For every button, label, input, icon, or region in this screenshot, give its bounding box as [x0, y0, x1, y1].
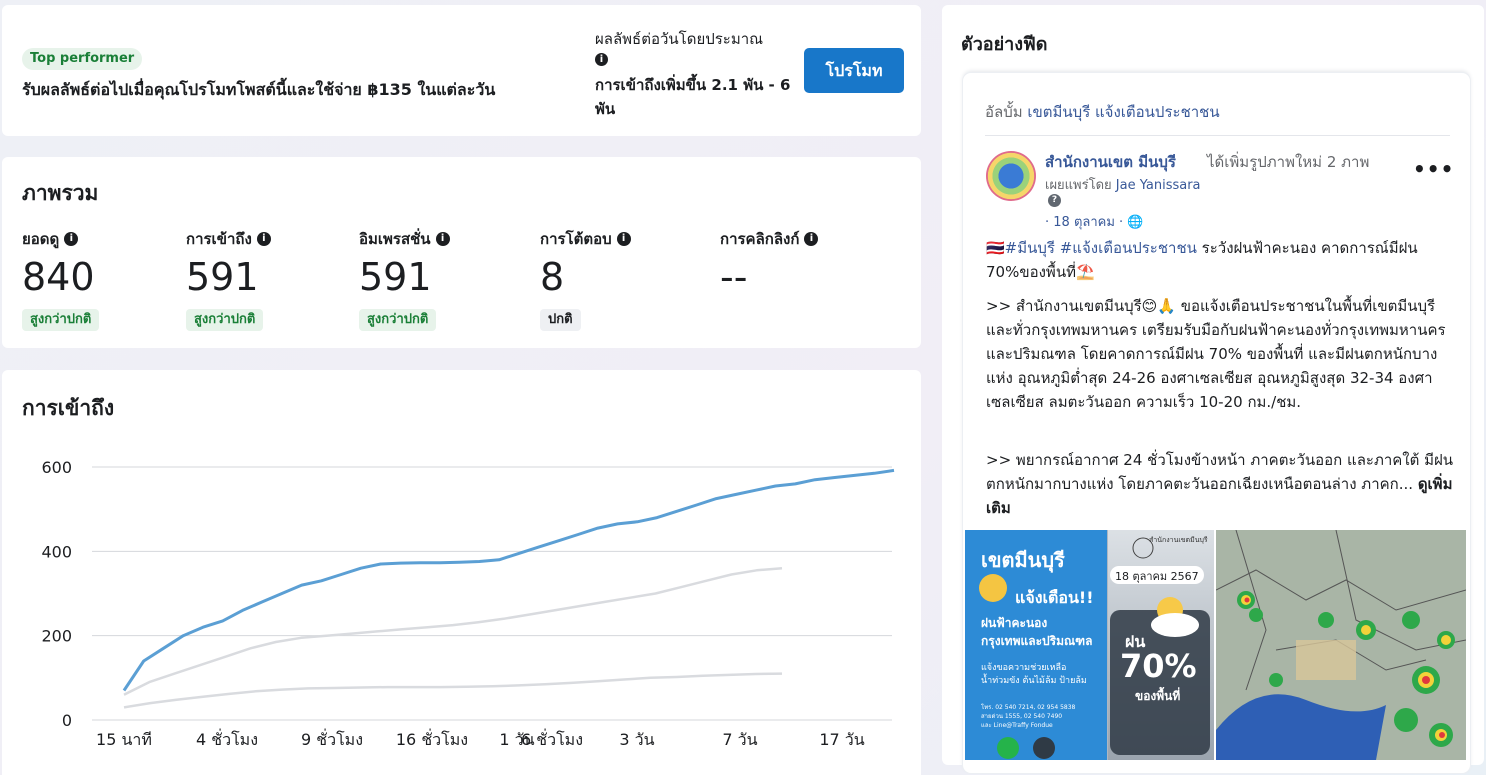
alert-heading: เขตมีนบุรี	[981, 548, 1065, 572]
top-performer-badge: Top performer	[22, 48, 143, 70]
alert-date: 18 ตุลาคม 2567	[1115, 570, 1199, 583]
rain-percent-sub: ของพื้นที่	[1135, 689, 1181, 703]
estimate-value: การเข้าถึงเพิ่มขึ้น 2.1 พัน - 6 พัน	[595, 76, 791, 118]
x-tick-label: 17 วัน	[819, 730, 864, 749]
series-line-primary	[122, 468, 895, 692]
alert-sub-1: ฝนฟ้าคะนอง	[981, 616, 1048, 630]
reach-title: การเข้าถึง	[22, 396, 115, 420]
rain-percent: 70%	[1120, 647, 1197, 685]
published-by: เผยแพร่โดย Jae Yanissara	[1045, 174, 1201, 195]
post-preview: อัลบั้ม เขตมีนบุรี แจ้งเตือนประชาชน สำนั…	[963, 73, 1470, 773]
x-tick-label: 1 วัน	[499, 730, 534, 749]
estimate-label: ผลลัพธ์ต่อวันโดยประมาณ	[595, 30, 764, 48]
info-icon[interactable]: i	[804, 232, 819, 246]
divider	[985, 135, 1450, 136]
logo-text: สำนักงานเขตมีนบุรี	[1149, 536, 1208, 544]
page-action-text: ได้เพิ่มรูปภาพใหม่ 2 ภาพ	[1207, 153, 1370, 171]
info-icon[interactable]: i	[616, 232, 631, 246]
status-badge: สูงกว่าปกติ	[186, 309, 264, 331]
x-tick-label: 3 วัน	[619, 730, 654, 749]
alert-title: แจ้งเตือน!!	[1015, 588, 1094, 607]
metric-engagement: การโต้ตอบ i 8 ปกติ	[540, 227, 631, 331]
metric-label: การเข้าถึง	[186, 230, 252, 248]
post-paragraph-2: >> สำนักงานเขตมีนบุรี😊🙏 ขอแจ้งเตือนประชา…	[986, 297, 1446, 411]
y-tick-label: 200	[41, 627, 72, 646]
alert-sub-3: แจ้งขอความช่วยเหลือ	[981, 663, 1067, 673]
alert-sub-4: น้ำท่วมขัง ต้นไม้ล้ม ป้ายล้ม	[981, 676, 1087, 686]
x-tick-label: 6 ชั่วโมง	[521, 728, 583, 749]
series-line-tertiary	[123, 672, 783, 709]
post-line-1: 🇹🇭#มีนบุรี #แจ้งเตือนประชาชน ระวังฝนฟ้าค…	[986, 236, 1456, 284]
post-date[interactable]: · 18 ตุลาคม · 🌐	[1045, 215, 1144, 230]
promote-card: Top performer รับผลลัพธ์ต่อไปเมื่อคุณโปร…	[2, 5, 921, 136]
metric-value: 840	[22, 255, 95, 299]
metric-link-clicks: การคลิกลิงก์ i --	[720, 227, 819, 299]
x-tick-label: 4 ชั่วโมง	[196, 728, 258, 749]
album-line: อัลบั้ม เขตมีนบุรี แจ้งเตือนประชาชน	[985, 100, 1220, 124]
hashtag-link[interactable]: 🇹🇭#มีนบุรี #แจ้งเตือนประชาชน	[986, 239, 1197, 257]
post-paragraph-3: >> พยากรณ์อากาศ 24 ชั่วโมงข้างหน้า ภาคตะ…	[986, 448, 1456, 520]
more-options-icon[interactable]: •••	[1413, 157, 1455, 181]
feed-preview-card: ตัวอย่างฟีด อัลบั้ม เขตมีนบุรี แจ้งเตือน…	[942, 5, 1484, 773]
x-tick-label: 15 นาที	[96, 730, 152, 749]
info-icon[interactable]: i	[256, 232, 271, 246]
feed-preview-title: ตัวอย่างฟีด	[961, 34, 1048, 55]
overview-title: ภาพรวม	[22, 181, 99, 205]
metric-label: อิมเพรสชั่น	[359, 230, 431, 248]
info-icon[interactable]: i	[595, 53, 608, 66]
metric-value: 591	[359, 255, 432, 299]
promote-description: รับผลลัพธ์ต่อไปเมื่อคุณโปรโมทโพสต์นี้และ…	[22, 80, 496, 99]
contact-line-1: โทร. 02 540 7214, 02 954 5838	[981, 704, 1076, 711]
radar-map-graphic	[1216, 530, 1466, 760]
post-text-rest: ระวังฝนฟ้าคะนอง คาดการณ์มีฝน 70%ของพื้นท…	[986, 239, 1418, 281]
question-icon[interactable]: ?	[1048, 194, 1061, 207]
y-tick-label: 600	[41, 458, 72, 477]
post-image-radar-map[interactable]	[1216, 530, 1466, 760]
alert-graphic	[979, 530, 1214, 760]
metric-value: --	[720, 255, 748, 299]
see-more-link[interactable]: ดูเพิ่มเติม	[986, 475, 1453, 517]
y-tick-label: 0	[62, 711, 72, 730]
status-badge: ปกติ	[540, 309, 581, 331]
alert-sub-2: กรุงเทพและปริมณฑล	[981, 634, 1093, 648]
metric-views: ยอดดู i 840 สูงกว่าปกติ	[22, 227, 100, 331]
page-name-link[interactable]: สำนักงานเขต มีนบุรี	[1045, 153, 1176, 171]
series-line-secondary	[123, 566, 783, 696]
info-icon[interactable]: i	[64, 232, 79, 246]
footer-strip	[2, 766, 921, 775]
x-tick-label: 7 วัน	[722, 730, 757, 749]
x-tick-label: 16 ชั่วโมง	[396, 728, 468, 749]
promote-button[interactable]: โปรโมท	[804, 48, 904, 93]
status-badge: สูงกว่าปกติ	[359, 309, 437, 331]
contact-line-3: และ Line@Traffy Fondue	[981, 722, 1053, 729]
contact-line-2: สายด่วน 1555, 02 540 7490	[981, 713, 1063, 720]
rain-label: ฝน	[1125, 632, 1146, 651]
metric-label: การคลิกลิงก์	[720, 230, 800, 248]
post-paragraph-3-text: >> พยากรณ์อากาศ 24 ชั่วโมงข้างหน้า ภาคตะ…	[986, 451, 1454, 493]
x-tick-label: 9 ชั่วโมง	[301, 728, 363, 749]
status-badge: สูงกว่าปกติ	[22, 309, 100, 331]
overview-card: ภาพรวม ยอดดู i 840 สูงกว่าปกติ การเข้าถึง…	[2, 157, 921, 348]
avatar[interactable]	[986, 151, 1036, 201]
metric-impressions: อิมเพรสชั่น i 591 สูงกว่าปกติ	[359, 227, 450, 331]
y-tick-label: 400	[41, 542, 72, 561]
reach-card: การเข้าถึง 0 200 400 600 15 นาที 4 ชั่วโมง 9 ช…	[2, 370, 921, 775]
metric-value: 591	[186, 255, 259, 299]
info-icon[interactable]: i	[435, 232, 450, 246]
metric-label: ยอดดู	[22, 230, 60, 248]
post-image-alert[interactable]: เขตมีนบุรี สำนักงานเขตมีนบุรี 18 ตุลาคม …	[965, 530, 1214, 760]
album-prefix: อัลบั้ม	[985, 103, 1023, 121]
metric-reach: การเข้าถึง i 591 สูงกว่าปกติ	[186, 227, 271, 331]
metric-label: การโต้ตอบ	[540, 230, 612, 248]
reach-chart: 0 200 400 600 15 นาที 4 ชั่วโมง 9 ชั่วโมง 16 ชั…	[41, 458, 895, 749]
publisher-link[interactable]: Jae Yanissara	[1115, 178, 1201, 193]
metric-value: 8	[540, 255, 565, 299]
published-prefix: เผยแพร่โดย	[1045, 178, 1112, 193]
album-link[interactable]: เขตมีนบุรี แจ้งเตือนประชาชน	[1027, 103, 1220, 121]
